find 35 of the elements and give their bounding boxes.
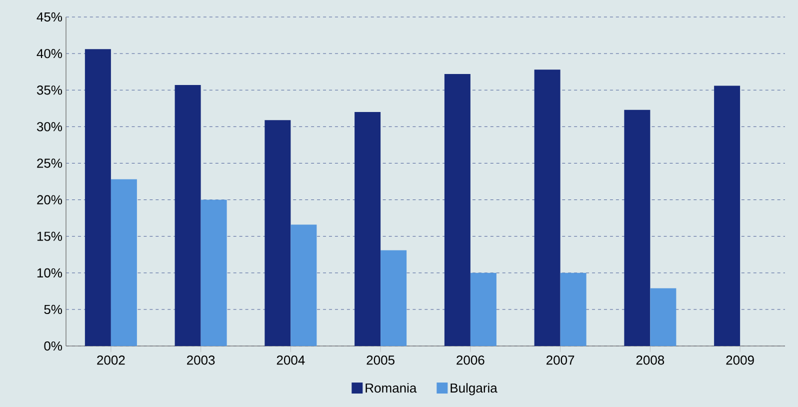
x-tick-label: 2002 bbox=[97, 356, 125, 365]
y-tick-label: 15% bbox=[37, 232, 62, 241]
x-tick-label: 2007 bbox=[546, 356, 574, 365]
bar bbox=[354, 112, 381, 346]
y-tick-label: 10% bbox=[37, 268, 62, 278]
x-tick-label: 2005 bbox=[366, 356, 394, 365]
legend-label: Bulgaria bbox=[450, 383, 498, 396]
x-tick-label: 2004 bbox=[276, 356, 305, 365]
bar bbox=[380, 250, 407, 346]
y-tick-label: 0% bbox=[44, 341, 62, 351]
y-tick-label: 40% bbox=[36, 48, 62, 58]
bar bbox=[714, 86, 740, 346]
y-tick-label: 30% bbox=[36, 122, 62, 132]
bar bbox=[444, 74, 470, 346]
x-tick-label: 2006 bbox=[456, 356, 484, 365]
y-tick-label: 5% bbox=[44, 304, 62, 314]
bar bbox=[534, 70, 560, 346]
bar bbox=[200, 200, 227, 346]
bar bbox=[624, 110, 650, 346]
legend-label: Romania bbox=[366, 383, 417, 393]
bar bbox=[290, 224, 317, 346]
y-tick-label: 20% bbox=[37, 195, 62, 204]
bar bbox=[470, 272, 496, 346]
y-tick-label: 25% bbox=[37, 158, 62, 168]
y-tick-label: 45% bbox=[36, 12, 62, 22]
x-tick-label: 2008 bbox=[636, 356, 664, 365]
x-tick-label: 2003 bbox=[187, 356, 215, 365]
bar bbox=[560, 272, 586, 346]
bar bbox=[264, 120, 291, 346]
bar bbox=[84, 49, 111, 346]
y-tick-label: 35% bbox=[36, 86, 62, 95]
bar bbox=[110, 179, 137, 346]
x-tick-label: 2009 bbox=[726, 356, 754, 365]
bar bbox=[650, 288, 676, 346]
bar bbox=[174, 84, 201, 346]
